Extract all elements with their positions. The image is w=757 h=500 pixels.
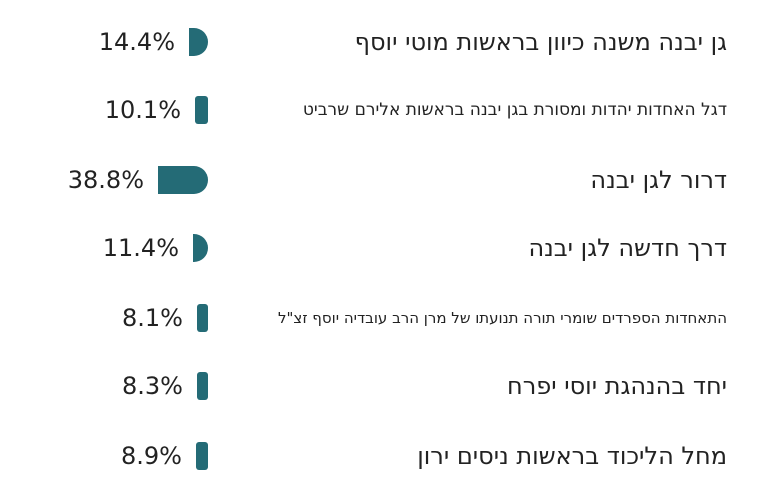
chart-row: דרור לגן יבנה 38.8%	[0, 150, 757, 210]
category-label: דרור לגן יבנה	[590, 166, 727, 194]
value-label: 8.3%	[122, 372, 183, 400]
chart-row: התאחדות הספרדים שומרי תורה תנועתו של מרן…	[0, 288, 757, 348]
chart-row: גן יבנה משנה כיוון בראשות מוטי יוסף 14.4%	[0, 12, 757, 72]
bar	[197, 372, 208, 400]
value-label: 38.8%	[67, 166, 144, 194]
category-label: יחד בהנהגת יוסי יפרח	[507, 372, 727, 400]
bar	[193, 234, 208, 262]
category-label: גן יבנה משנה כיוון בראשות מוטי יוסף	[354, 28, 727, 56]
bar	[196, 442, 208, 470]
category-label: מחל הליכוד בראשות ניסים ירון	[417, 442, 727, 470]
value-label: 11.4%	[102, 234, 179, 262]
value-label: 10.1%	[104, 96, 181, 124]
chart-row: דרך חדשה לגן יבנה 11.4%	[0, 218, 757, 278]
bar	[197, 304, 208, 332]
category-label: דגל האחדות יהדות ומסורת בגן יבנה בראשות …	[302, 100, 727, 120]
chart-row: מחל הליכוד בראשות ניסים ירון 8.9%	[0, 426, 757, 486]
chart-row: דגל האחדות יהדות ומסורת בגן יבנה בראשות …	[0, 80, 757, 140]
chart-row: יחד בהנהגת יוסי יפרח 8.3%	[0, 356, 757, 416]
bar	[189, 28, 208, 56]
category-label: התאחדות הספרדים שומרי תורה תנועתו של מרן…	[278, 309, 727, 327]
value-label: 8.1%	[122, 304, 183, 332]
bar	[195, 96, 208, 124]
bar	[158, 166, 208, 194]
value-label: 14.4%	[98, 28, 175, 56]
category-label: דרך חדשה לגן יבנה	[528, 234, 728, 262]
value-label: 8.9%	[121, 442, 182, 470]
